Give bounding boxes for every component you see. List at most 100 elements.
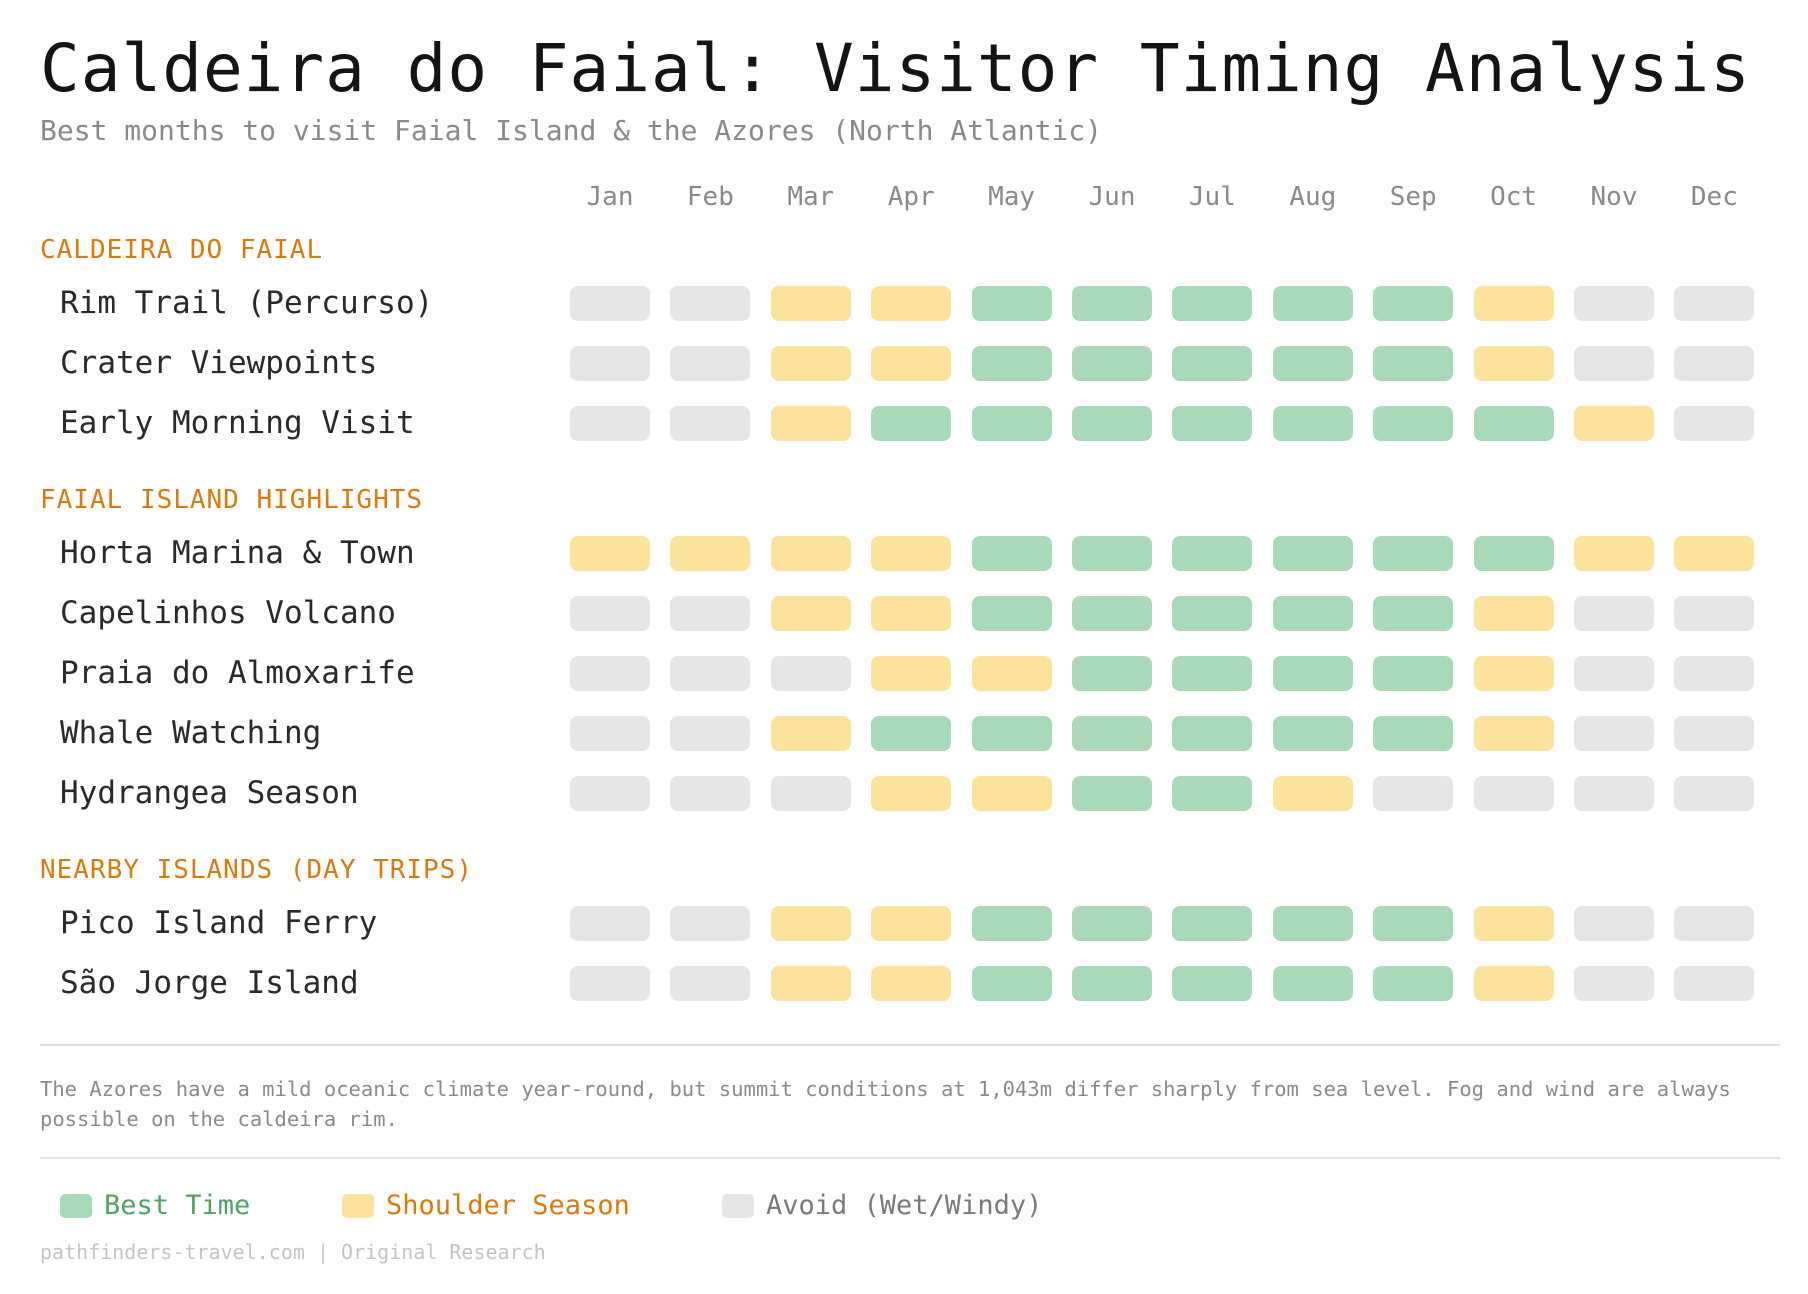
cell-shoulder [670, 536, 751, 571]
cell-avoid [670, 406, 751, 441]
page-subtitle: Best months to visit Faial Island & the … [40, 114, 1103, 147]
grid-row: Horta Marina & Town [40, 523, 1780, 583]
climate-note: The Azores have a mild oceanic climate y… [40, 1077, 1731, 1131]
cell-best [1272, 536, 1353, 571]
cell-shoulder [871, 656, 952, 691]
cell-avoid [1373, 776, 1454, 811]
cell-avoid [570, 966, 650, 1001]
cell-shoulder [1473, 596, 1554, 631]
cell-best [1272, 656, 1353, 691]
cell-best [1272, 966, 1353, 1001]
cell-best [1172, 536, 1253, 571]
cell-avoid [770, 776, 851, 811]
cell-best [1072, 346, 1152, 381]
cell-best [1272, 406, 1353, 441]
cell-best [1373, 906, 1454, 941]
row-label: Praia do Almoxarife [60, 655, 415, 691]
cell-shoulder [871, 906, 952, 941]
cell-best [1373, 286, 1454, 321]
legend-label-best: Best Time [104, 1190, 251, 1221]
month-label-mar: Mar [787, 182, 835, 212]
cell-shoulder [1473, 716, 1554, 751]
cell-avoid [1674, 966, 1755, 1001]
cell-best [1172, 966, 1253, 1001]
grid-row: Hydrangea Season [40, 763, 1780, 823]
cell-shoulder [871, 776, 952, 811]
cell-best [1373, 346, 1454, 381]
cell-avoid [570, 286, 650, 321]
month-label-feb: Feb [686, 182, 734, 212]
cell-best [1072, 596, 1152, 631]
grid-row: Pico Island Ferry [40, 893, 1780, 953]
cell-best [1473, 536, 1554, 571]
cell-best [1072, 966, 1152, 1001]
cell-avoid [670, 596, 751, 631]
grid-row: Early Morning Visit [40, 393, 1780, 453]
cell-shoulder [871, 966, 952, 1001]
cell-avoid [1674, 406, 1755, 441]
section-heading: CALDEIRA DO FAIAL [40, 235, 324, 265]
cell-shoulder [1473, 966, 1554, 1001]
divider-bottom [40, 1157, 1780, 1159]
cell-best [1072, 406, 1152, 441]
cell-shoulder [871, 286, 952, 321]
month-label-dec: Dec [1690, 182, 1738, 212]
cell-avoid [770, 656, 851, 691]
page-title: Caldeira do Faial: Visitor Timing Analys… [40, 30, 1751, 107]
cell-shoulder [1272, 776, 1353, 811]
grid-row: Whale Watching [40, 703, 1780, 763]
cell-avoid [670, 966, 751, 1001]
cell-best [1172, 716, 1253, 751]
cell-best [971, 966, 1052, 1001]
cell-best [1072, 716, 1152, 751]
row-label: Hydrangea Season [60, 775, 359, 811]
cell-avoid [1674, 716, 1755, 751]
row-label: São Jorge Island [60, 965, 359, 1001]
cell-avoid [1473, 776, 1554, 811]
cell-avoid [1574, 966, 1654, 1001]
cell-shoulder [1574, 536, 1654, 571]
cell-best [1172, 776, 1253, 811]
cell-best [971, 906, 1052, 941]
cell-shoulder [770, 536, 851, 571]
cell-best [1373, 536, 1454, 571]
cell-best [1272, 286, 1353, 321]
cell-best [1072, 286, 1152, 321]
grid-row: Praia do Almoxarife [40, 643, 1780, 703]
row-label: Rim Trail (Percurso) [60, 285, 434, 321]
cell-best [1272, 346, 1353, 381]
cell-avoid [1674, 656, 1755, 691]
cell-avoid [1674, 346, 1755, 381]
cell-avoid [1574, 596, 1654, 631]
cell-best [1172, 596, 1253, 631]
cell-avoid [570, 406, 650, 441]
month-label-jul: Jul [1188, 182, 1236, 212]
month-label-apr: Apr [887, 182, 935, 212]
cell-best [1272, 906, 1353, 941]
cell-best [1172, 906, 1253, 941]
cell-best [1373, 966, 1454, 1001]
section-heading: FAIAL ISLAND HIGHLIGHTS [40, 485, 424, 515]
cell-best [971, 286, 1052, 321]
cell-shoulder [871, 596, 952, 631]
cell-shoulder [1473, 346, 1554, 381]
cell-avoid [1674, 906, 1755, 941]
cell-avoid [570, 656, 650, 691]
cell-shoulder [1674, 536, 1755, 571]
cell-avoid [1574, 906, 1654, 941]
cell-best [1172, 286, 1253, 321]
cell-avoid [1574, 346, 1654, 381]
cell-shoulder [770, 596, 851, 631]
cell-best [971, 536, 1052, 571]
grid-row: Capelinhos Volcano [40, 583, 1780, 643]
cell-best [1072, 776, 1152, 811]
month-label-aug: Aug [1289, 182, 1337, 212]
legend-swatch-best [60, 1194, 92, 1218]
cell-shoulder [770, 716, 851, 751]
cell-avoid [1574, 286, 1654, 321]
month-label-sep: Sep [1389, 182, 1437, 212]
row-label: Capelinhos Volcano [60, 595, 396, 631]
cell-avoid [1574, 716, 1654, 751]
cell-avoid [670, 656, 751, 691]
cell-avoid [570, 716, 650, 751]
